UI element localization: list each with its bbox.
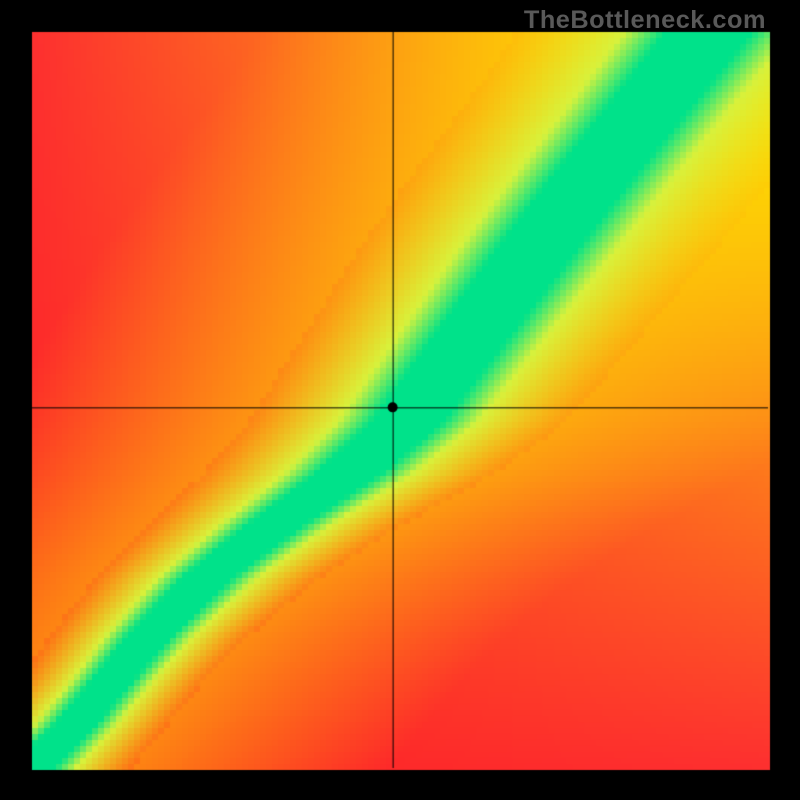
bottleneck-heatmap: TheBottleneck.com — [0, 0, 800, 800]
watermark-text: TheBottleneck.com — [524, 6, 766, 35]
heatmap-canvas — [0, 0, 800, 800]
